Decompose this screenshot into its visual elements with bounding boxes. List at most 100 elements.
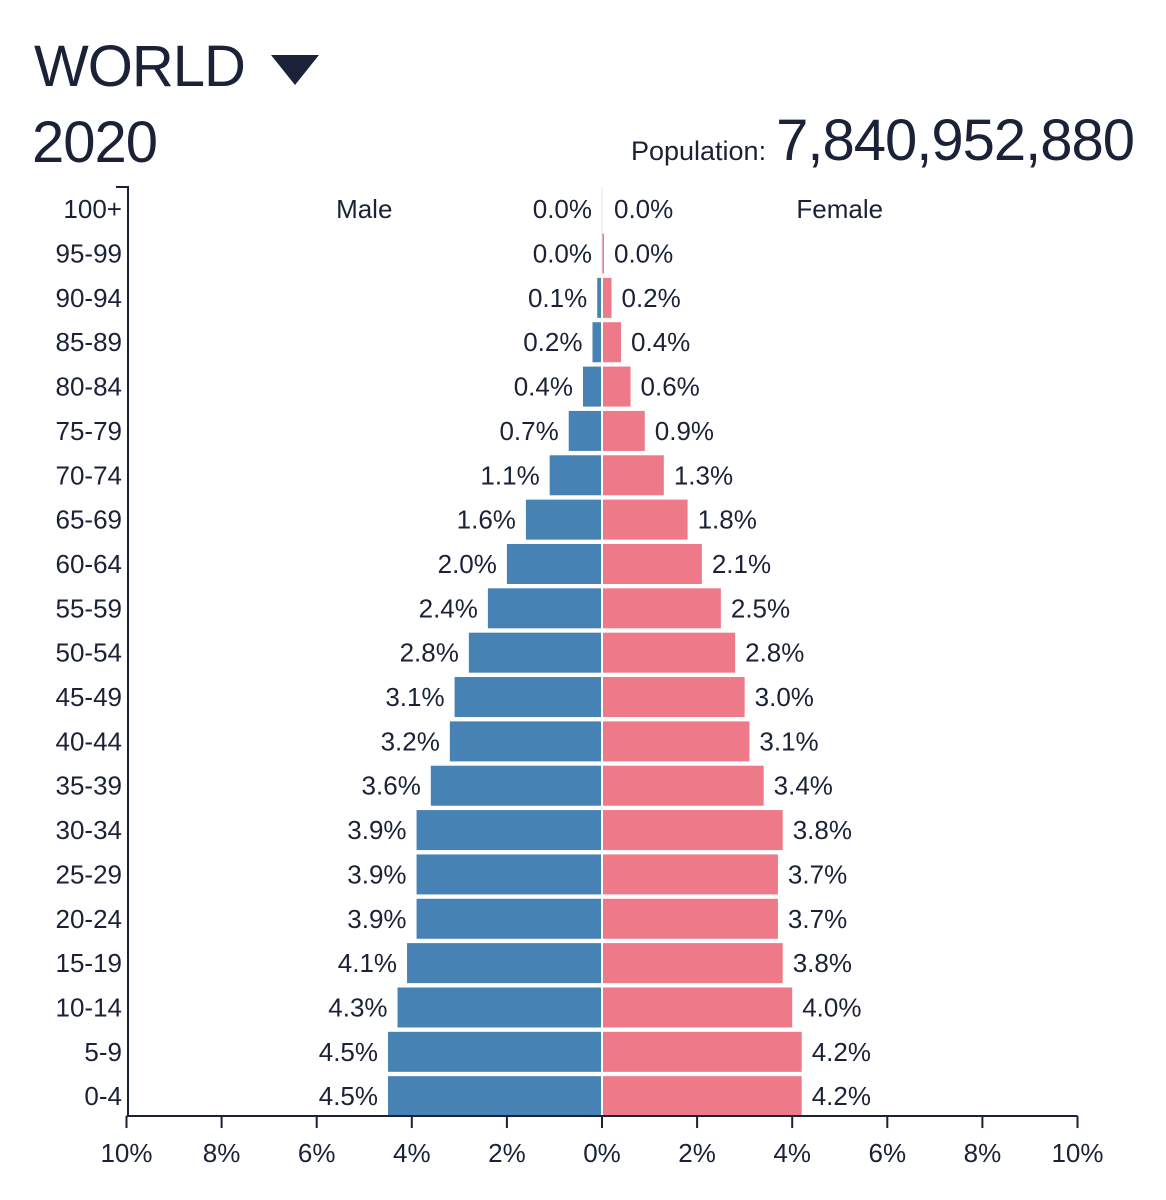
labels-layer: 100+ 0.0% 0.0% 95-99 0.0% 0.0% 90-94 0.1% 0.2% 85… (56, 194, 1104, 1168)
female-bar-50-54[interactable] (602, 632, 736, 673)
x-tick-label-0: 10% (100, 1138, 152, 1168)
x-tick-label-2: 6% (298, 1138, 336, 1168)
age-label-30-34: 30-34 (56, 815, 123, 845)
female-bar-25-29[interactable] (602, 854, 778, 895)
male-value-20-24: 3.9% (347, 904, 406, 934)
male-bar-40-44[interactable] (449, 721, 602, 762)
age-label-80-84: 80-84 (56, 372, 123, 402)
female-value-15-19: 3.8% (793, 948, 852, 978)
female-bar-55-59[interactable] (602, 588, 721, 629)
male-value-30-34: 3.9% (347, 815, 406, 845)
female-value-55-59: 2.5% (731, 593, 790, 623)
female-value-70-74: 1.3% (674, 460, 733, 490)
male-value-80-84: 0.4% (514, 372, 573, 402)
male-value-65-69: 1.6% (457, 505, 516, 535)
male-bar-90-94[interactable] (597, 277, 602, 318)
age-label-25-29: 25-29 (56, 859, 123, 889)
male-bar-60-64[interactable] (506, 543, 602, 584)
male-bar-80-84[interactable] (582, 366, 602, 407)
male-value-25-29: 3.9% (347, 859, 406, 889)
female-value-60-64: 2.1% (712, 549, 771, 579)
female-value-100+: 0.0% (614, 194, 673, 224)
male-bar-15-19[interactable] (407, 943, 602, 984)
female-bar-80-84[interactable] (602, 366, 631, 407)
population-value: 7,840,952,880 (776, 108, 1135, 173)
female-bar-40-44[interactable] (602, 721, 750, 762)
female-bar-60-64[interactable] (602, 543, 702, 584)
age-label-70-74: 70-74 (56, 460, 123, 490)
age-label-95-99: 95-99 (56, 239, 123, 269)
x-tick-label-4: 2% (488, 1138, 526, 1168)
female-bar-30-34[interactable] (602, 810, 783, 851)
male-bar-0-4[interactable] (388, 1076, 602, 1117)
female-bar-85-89[interactable] (602, 322, 622, 363)
male-bar-5-9[interactable] (388, 1031, 602, 1072)
female-bar-5-9[interactable] (602, 1031, 802, 1072)
female-value-20-24: 3.7% (788, 904, 847, 934)
female-bar-65-69[interactable] (602, 499, 688, 540)
population-summary: Population: 7,840,952,880 (630, 108, 1135, 173)
age-label-65-69: 65-69 (56, 505, 123, 535)
male-value-95-99: 0.0% (533, 239, 592, 269)
x-tick-label-8: 6% (869, 1138, 907, 1168)
region-selector[interactable]: WORLD (34, 36, 319, 98)
age-label-35-39: 35-39 (56, 771, 123, 801)
female-value-65-69: 1.8% (698, 505, 757, 535)
male-value-60-64: 2.0% (438, 549, 497, 579)
age-label-85-89: 85-89 (56, 327, 123, 357)
female-bar-90-94[interactable] (602, 277, 612, 318)
female-value-0-4: 4.2% (812, 1081, 871, 1111)
male-bar-55-59[interactable] (487, 588, 602, 629)
male-bar-75-79[interactable] (568, 410, 602, 451)
male-bar-70-74[interactable] (549, 455, 602, 496)
female-bar-15-19[interactable] (602, 943, 783, 984)
age-label-5-9: 5-9 (84, 1037, 122, 1067)
age-label-20-24: 20-24 (56, 904, 123, 934)
female-bar-0-4[interactable] (602, 1076, 802, 1117)
female-value-80-84: 0.6% (641, 372, 700, 402)
male-value-45-49: 3.1% (385, 682, 444, 712)
male-bar-25-29[interactable] (416, 854, 602, 895)
male-bar-50-54[interactable] (468, 632, 602, 673)
female-value-50-54: 2.8% (745, 638, 804, 668)
female-value-40-44: 3.1% (759, 726, 818, 756)
female-value-45-49: 3.0% (755, 682, 814, 712)
age-label-90-94: 90-94 (56, 283, 123, 313)
year-label: 2020 (32, 110, 158, 175)
age-label-10-14: 10-14 (56, 992, 123, 1022)
age-label-100+: 100+ (63, 194, 122, 224)
male-value-35-39: 3.6% (362, 771, 421, 801)
male-bar-45-49[interactable] (454, 677, 602, 718)
male-bar-35-39[interactable] (430, 765, 602, 806)
female-value-25-29: 3.7% (788, 859, 847, 889)
x-tick-label-9: 8% (964, 1138, 1002, 1168)
male-value-90-94: 0.1% (528, 283, 587, 313)
female-bar-10-14[interactable] (602, 987, 793, 1028)
age-label-60-64: 60-64 (56, 549, 123, 579)
male-bar-30-34[interactable] (416, 810, 602, 851)
caret-down-icon[interactable] (270, 55, 319, 85)
male-value-40-44: 3.2% (381, 726, 440, 756)
female-bar-75-79[interactable] (602, 410, 645, 451)
female-bar-sliver-95-99 (602, 233, 604, 274)
x-tick-label-7: 4% (773, 1138, 811, 1168)
male-bar-20-24[interactable] (416, 898, 602, 939)
female-value-90-94: 0.2% (622, 283, 681, 313)
male-bar-10-14[interactable] (397, 987, 602, 1028)
population-label: Population: (630, 136, 767, 166)
female-bar-20-24[interactable] (602, 898, 778, 939)
age-label-0-4: 0-4 (84, 1081, 122, 1111)
male-value-55-59: 2.4% (419, 593, 478, 623)
female-bar-70-74[interactable] (602, 455, 664, 496)
female-bar-45-49[interactable] (602, 677, 745, 718)
bars-layer (388, 233, 802, 1117)
male-value-100+: 0.0% (533, 194, 592, 224)
male-bar-65-69[interactable] (525, 499, 602, 540)
male-bar-85-89[interactable] (592, 322, 602, 363)
age-label-45-49: 45-49 (56, 682, 123, 712)
age-label-40-44: 40-44 (56, 726, 123, 756)
age-label-75-79: 75-79 (56, 416, 123, 446)
male-value-75-79: 0.7% (499, 416, 558, 446)
female-bar-35-39[interactable] (602, 765, 764, 806)
